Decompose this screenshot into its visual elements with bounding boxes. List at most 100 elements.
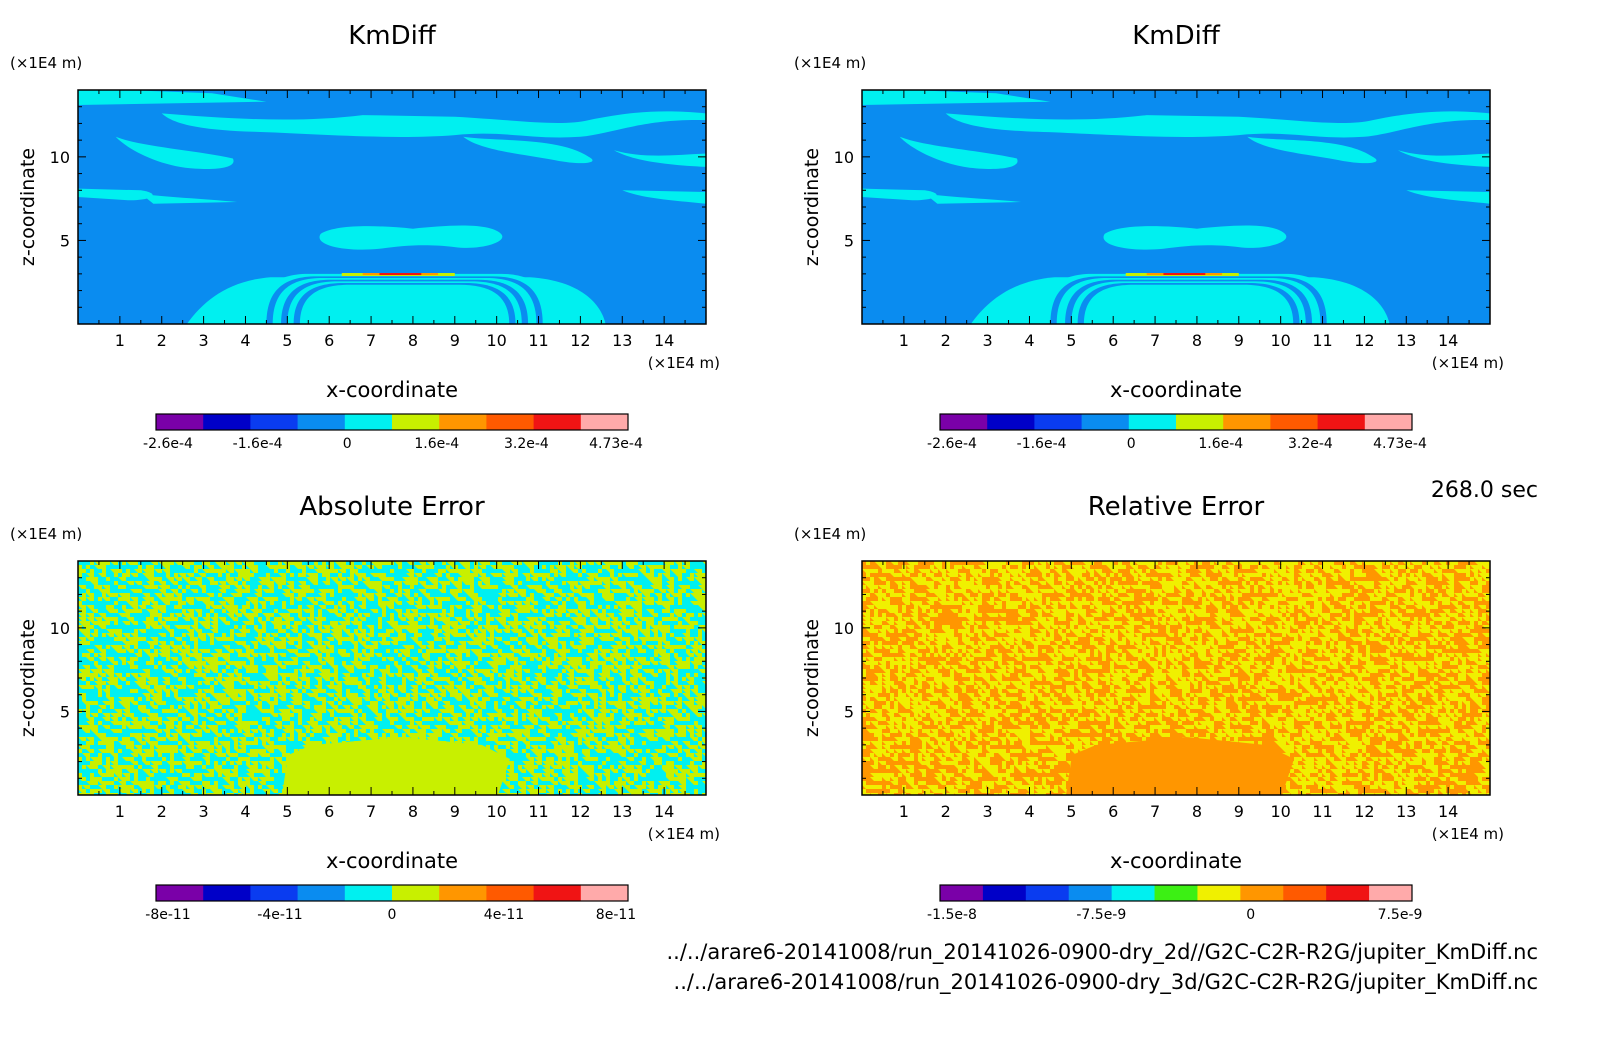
x-tick-label: 1 xyxy=(899,802,909,821)
colorbar-segment xyxy=(439,885,487,901)
noise-pattern xyxy=(78,561,706,795)
solid-region xyxy=(282,737,510,795)
colorbar-segment xyxy=(1197,885,1241,901)
x-tick-label: 10 xyxy=(486,802,506,821)
z-tick-label: 5 xyxy=(844,702,854,721)
x-tick-label: 6 xyxy=(324,802,334,821)
cyan-region xyxy=(78,188,153,201)
cyan-region xyxy=(319,225,503,250)
z-unit-label: (×1E4 m) xyxy=(10,525,82,543)
x-axis-label: x-coordinate xyxy=(1110,378,1242,402)
colorbar-segment xyxy=(580,885,629,901)
x-tick-label: 11 xyxy=(1312,802,1332,821)
hot-layer-core xyxy=(1163,273,1206,276)
x-axis-label: x-coordinate xyxy=(326,849,458,873)
x-unit-label: (×1E4 m) xyxy=(1432,354,1504,372)
colorbar-tick-label: 0 xyxy=(1127,436,1136,452)
z-tick-label: 5 xyxy=(60,231,70,250)
colorbar-tick-label: -4e-11 xyxy=(257,907,302,923)
colorbar-segment xyxy=(1240,885,1284,901)
x-tick-label: 7 xyxy=(366,802,376,821)
colorbar-tick-label: -1.5e-8 xyxy=(927,907,977,923)
cyan-region xyxy=(945,111,1490,138)
colorbar-segment xyxy=(156,885,204,901)
colorbar-segment xyxy=(1154,885,1198,901)
data-field xyxy=(862,561,1490,795)
x-tick-label: 3 xyxy=(199,331,209,350)
cyan-region xyxy=(622,190,706,204)
time-label: 268.0 sec xyxy=(1430,478,1538,503)
chart-panel-1: KmDiff(×1E4 m)(×1E4 m)1 2 3 4 5 6 7 8 9 10 11 12 13 1… xyxy=(10,21,720,452)
z-tick-label: 5 xyxy=(60,702,70,721)
cyan-region xyxy=(161,111,706,138)
colorbar-segment xyxy=(533,885,582,901)
colorbar-segment xyxy=(1369,885,1413,901)
colorbar-segment xyxy=(1025,885,1070,901)
x-tick-label: 5 xyxy=(1066,331,1076,350)
x-tick-label: 5 xyxy=(282,802,292,821)
x-unit-label: (×1E4 m) xyxy=(1432,825,1504,843)
x-tick-label: 12 xyxy=(1354,331,1374,350)
x-tick-label: 9 xyxy=(1234,331,1244,350)
cyan-region xyxy=(1247,136,1377,164)
colorbar-segment xyxy=(1068,885,1113,901)
x-tick-label: 13 xyxy=(612,802,632,821)
z-unit-label: (×1E4 m) xyxy=(794,525,866,543)
colorbar-segment xyxy=(1111,885,1156,901)
x-tick-label: 1 xyxy=(115,802,125,821)
z-tick-label: 10 xyxy=(834,619,854,638)
colorbar-tick-label: 1.6e-4 xyxy=(1198,436,1243,452)
z-unit-label: (×1E4 m) xyxy=(794,54,866,72)
cyan-region xyxy=(78,90,267,105)
colorbar-tick-label: -1.6e-4 xyxy=(233,436,283,452)
colorbar-tick-label: -1.6e-4 xyxy=(1017,436,1067,452)
x-tick-label: 7 xyxy=(366,331,376,350)
x-tick-label: 2 xyxy=(941,331,951,350)
cyan-region xyxy=(1397,150,1490,167)
colorbar-segment xyxy=(156,414,204,430)
colorbar-segment xyxy=(987,414,1035,430)
colorbar-segment xyxy=(580,414,629,430)
colorbar-segment xyxy=(1283,885,1327,901)
x-unit-label: (×1E4 m) xyxy=(648,354,720,372)
chart-panel-4: Relative Error(×1E4 m)(×1E4 m)1 2 3 4 5 6 7 8 9 1… xyxy=(794,492,1504,923)
cyan-region xyxy=(115,136,234,169)
x-tick-label: 4 xyxy=(1024,802,1034,821)
x-axis-label: x-coordinate xyxy=(1110,849,1242,873)
x-tick-label: 11 xyxy=(528,331,548,350)
colorbar-tick-label: -2.6e-4 xyxy=(927,436,977,452)
colorbar-segment xyxy=(392,414,440,430)
x-tick-label: 12 xyxy=(570,331,590,350)
hot-layer-core xyxy=(379,273,422,276)
colorbar-tick-label: -2.6e-4 xyxy=(143,436,193,452)
x-axis-label: x-coordinate xyxy=(326,378,458,402)
x-tick-label: 9 xyxy=(450,802,460,821)
colorbar-tick-label: -8e-11 xyxy=(145,907,190,923)
x-tick-label: 2 xyxy=(157,802,167,821)
colorbar-tick-label: 1.6e-4 xyxy=(414,436,459,452)
z-axis-label: z-coordinate xyxy=(17,148,39,266)
x-tick-label: 7 xyxy=(1150,802,1160,821)
colorbar-segment xyxy=(486,885,535,901)
cyan-region xyxy=(463,136,593,164)
z-axis-label: z-coordinate xyxy=(801,148,823,266)
data-field xyxy=(862,90,1490,324)
cyan-region xyxy=(862,90,1051,105)
x-tick-label: 1 xyxy=(899,331,909,350)
colorbar-tick-label: 0 xyxy=(388,907,397,923)
colorbar-segment xyxy=(297,414,346,430)
colorbar-segment xyxy=(982,885,1027,901)
colorbar-segment xyxy=(1223,414,1271,430)
colorbar-tick-label: -7.5e-9 xyxy=(1076,907,1126,923)
colorbar-frame xyxy=(939,884,1413,902)
cyan-region xyxy=(862,188,937,201)
x-tick-label: 8 xyxy=(408,331,418,350)
x-tick-label: 6 xyxy=(1108,802,1118,821)
colorbar-segment xyxy=(1128,414,1177,430)
x-tick-label: 3 xyxy=(199,802,209,821)
z-unit-label: (×1E4 m) xyxy=(10,54,82,72)
chart-title: Absolute Error xyxy=(299,492,485,522)
z-tick-label: 10 xyxy=(50,619,70,638)
colorbar-segment xyxy=(1317,414,1366,430)
x-tick-label: 4 xyxy=(240,802,250,821)
